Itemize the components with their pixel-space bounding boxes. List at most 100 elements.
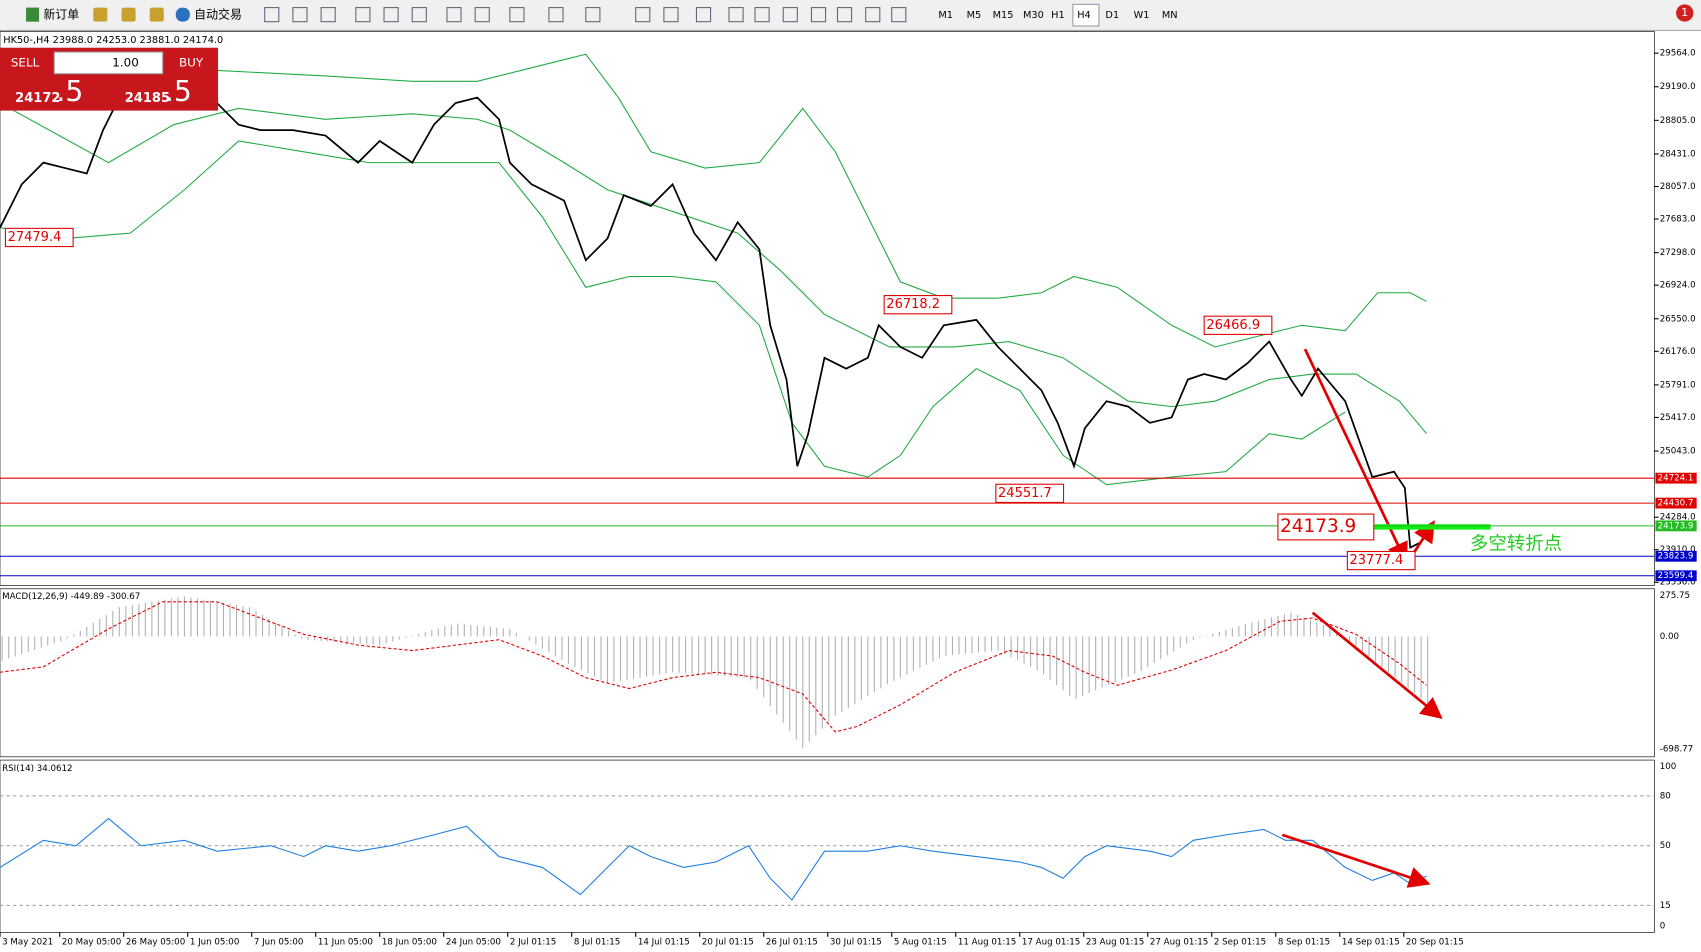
tool-icon[interactable] [320,7,336,23]
time-tick-label: 20 Sep 01:15 [1406,938,1464,948]
time-tick-label: 8 Sep 01:15 [1278,938,1330,948]
tool-icon[interactable] [355,7,371,23]
price-tick-label: 27298.0 [1660,248,1696,258]
alert-badge [1676,4,1694,22]
price-tick-label: 28431.0 [1660,149,1696,159]
macd-panel [0,588,1655,758]
bollinger-bands [0,53,1427,486]
tool-icon[interactable] [663,7,679,23]
price-level-tag [1655,570,1697,582]
time-tick-label: 8 Jul 01:15 [574,938,620,948]
tool-icon[interactable] [695,7,712,23]
time-tick-label: 14 Jul 01:15 [638,938,690,948]
rsi-axis-label: 50 [1660,841,1671,851]
buy-button[interactable]: BUY [179,55,204,69]
tool-icon[interactable] [292,7,308,23]
annotation: 26718.2 [886,297,940,312]
tool-icon[interactable] [865,7,881,23]
timeframe-button[interactable]: M15 [993,10,1014,21]
tool-icon[interactable] [383,7,399,23]
time-tick-label: 2 Sep 01:15 [1214,938,1266,948]
rsi-levels [0,795,1655,906]
rsi-axis-label: 0 [1660,921,1666,931]
price-tick-label: 26924.0 [1660,281,1696,291]
timeframe-button[interactable]: M30 [1023,10,1044,21]
price-tick-label: 29190.0 [1660,82,1696,92]
price-tick-label: 25791.0 [1660,380,1696,390]
timeframe-button[interactable]: MN [1162,10,1178,21]
tool-icon[interactable] [149,7,164,22]
lot-size[interactable]: 1.00 [112,55,139,69]
rsi-axis-label: 15 [1660,901,1671,911]
rsi-axis-label: 100 [1660,762,1677,772]
tool-icon[interactable] [121,7,136,22]
annotation: 24551.7 [998,486,1052,501]
timeframe-button[interactable]: M1 [938,10,953,21]
auto-trading-icon [175,7,190,22]
tool-icon[interactable] [264,7,280,23]
tool-icon[interactable] [474,7,490,23]
annotation-box [4,227,74,248]
tool-icon[interactable] [782,7,798,23]
time-tick-label: 20 May 05:00 [62,938,121,948]
macd-axis-label: 0.00 [1660,632,1679,642]
tool-icon[interactable] [585,7,601,23]
price-level-label: 24724.1 [1658,474,1694,484]
new-order-button[interactable]: 新订单 [43,8,79,22]
sell-button[interactable]: SELL [11,55,40,69]
price-line [0,96,1433,549]
time-tick-label: 7 Jun 05:00 [254,938,303,948]
sell-price: 24172 [15,91,60,106]
tool-icon[interactable] [754,7,770,23]
timeframe-button[interactable]: H4 [1077,10,1091,21]
annotation-box [883,295,953,315]
time-tick-label: 26 Jul 01:15 [766,938,818,948]
annotation: 24173.9 [1280,516,1356,537]
rsi-line [0,817,1427,901]
chart-header: HK50-,H4 23988.0 24253.0 23881.0 24174.0 [3,35,223,46]
timeframe-button[interactable]: M5 [967,10,982,21]
alert-count[interactable]: 1 [1681,6,1688,19]
macd-axis-label: -698.77 [1660,745,1693,755]
tool-icon[interactable] [810,7,827,23]
timeframe-button[interactable]: D1 [1105,10,1119,21]
annotation: 27479.4 [8,230,62,245]
timeframe-button[interactable]: H1 [1051,10,1065,21]
tool-icon[interactable] [548,7,564,23]
annotation-box [1277,513,1375,541]
sell-button-bg [1,52,51,74]
tool-icon[interactable] [446,7,462,23]
tool-icon[interactable] [509,7,525,23]
time-tick-label: 20 Jul 01:15 [702,938,754,948]
price-level-tag [1655,497,1697,509]
price-tick-label: 24284.0 [1660,513,1696,523]
tool-icon[interactable] [93,7,108,22]
main-chart [0,31,1655,586]
time-tick-label: 18 Jun 05:00 [382,938,437,948]
time-tick-label: 5 Aug 01:15 [894,938,947,948]
buy-price: 24185 [125,91,170,106]
tool-icon[interactable] [836,7,853,23]
annotation: 26466.9 [1206,318,1260,333]
buy-price-frac: .5 [165,75,192,108]
toolbar [0,0,1701,31]
timeframe-button[interactable]: W1 [1134,10,1150,21]
macd-histogram [1,596,1429,749]
new-order-icon [26,7,40,22]
price-level-label: 23599.4 [1658,571,1694,581]
price-tick-label: 27683.0 [1660,215,1696,225]
price-tick-label: 23910.0 [1660,545,1696,555]
price-tick-label: 26176.0 [1660,347,1696,357]
tool-icon[interactable] [635,7,651,23]
time-tick-label: 27 Aug 01:15 [1150,938,1208,948]
tool-icon[interactable] [891,7,907,23]
macd-signal [0,601,1427,733]
tool-icon[interactable] [411,7,427,23]
auto-trading-button[interactable]: 自动交易 [194,8,242,22]
tool-icon[interactable] [728,7,744,23]
rsi-header: RSI(14) 34.0612 [2,764,72,774]
time-tick-label: 11 Aug 01:15 [958,938,1016,948]
time-tick-label: 23 Aug 01:15 [1086,938,1144,948]
